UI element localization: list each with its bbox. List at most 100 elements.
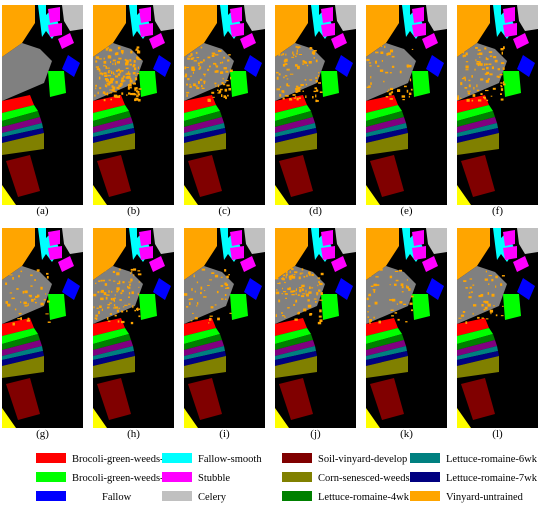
misclassified-pixel [491,278,494,282]
misclassified-pixel [296,46,301,48]
misclassified-pixel [386,90,389,93]
misclassified-pixel [121,320,125,324]
misclassified-pixel [299,289,302,293]
misclassified-pixel [389,72,392,74]
misclassified-pixel [134,87,137,90]
misclassified-pixel [405,321,408,323]
misclassified-pixel [298,54,302,55]
region-corn [2,356,44,378]
misclassified-pixel [117,282,121,285]
misclassified-pixel [97,48,100,50]
misclassified-pixel [406,286,409,289]
misclassified-pixel [500,315,504,317]
panel-label: (a) [36,205,49,217]
misclassified-pixel [184,75,187,78]
region-lettuce-5wk [2,117,42,133]
misclassified-pixel [12,277,14,280]
misclassified-pixel [203,80,206,83]
misclassified-pixel [115,75,119,78]
misclassified-pixel [373,316,375,319]
misclassified-pixel [106,317,109,320]
region-vinyard-vertical [275,185,289,205]
misclassified-pixel [98,311,100,315]
misclassified-pixel [30,274,33,277]
misclassified-pixel [484,300,489,304]
misclassified-pixel [313,57,315,59]
misclassified-pixel [213,53,216,55]
misclassified-pixel [224,88,228,92]
misclassified-pixel [103,292,107,296]
misclassified-pixel [465,269,468,271]
legend-swatch [36,472,66,482]
region-brocoli-1 [93,95,125,113]
misclassified-pixel [479,63,483,66]
misclassified-pixel [315,94,317,98]
region-vinyard-vertical [93,408,107,428]
misclassified-pixel [291,294,295,296]
misclassified-pixel [284,63,288,66]
region-celery [244,228,265,254]
misclassified-pixel [126,94,128,96]
region-lettuce-5wk [184,340,224,356]
misclassified-pixel [104,84,107,87]
legend-item: Corn-senesced-weeds [282,472,410,484]
region-celery [62,5,83,31]
region-lettuce-4wk [93,111,131,127]
misclassified-pixel [121,51,124,55]
misclassified-pixel [400,283,404,286]
misclassified-pixel [293,304,295,306]
misclassified-pixel [104,93,107,95]
misclassified-pixel [133,64,136,67]
panel-label: (d) [309,205,322,217]
misclassified-pixel [124,304,128,306]
misclassified-pixel [47,321,51,323]
misclassified-pixel [94,49,99,52]
misclassified-pixel [24,290,26,293]
misclassified-pixel [192,71,194,74]
misclassified-pixel [189,298,194,300]
misclassified-pixel [220,285,224,287]
region-vinyard-untrained [93,228,126,280]
misclassified-pixel [221,82,224,85]
misclassified-pixel [465,69,469,71]
misclassified-pixel [278,53,281,56]
misclassified-pixel [286,58,288,62]
misclassified-pixel [110,78,114,81]
misclassified-pixel [480,294,484,297]
region-stubble [503,7,529,49]
misclassified-pixel [190,320,193,322]
region-soil-vinyard [279,155,313,197]
misclassified-pixel [209,317,212,321]
misclassified-pixel [111,290,113,293]
misclassified-pixel [103,72,107,74]
misclassified-pixel [137,90,140,94]
region-grapes [2,43,52,101]
region-soil-vinyard [6,155,40,197]
misclassified-pixel [319,91,323,93]
misclassified-pixel [113,280,116,282]
misclassified-pixel [469,286,472,289]
misclassified-pixel [502,67,505,70]
misclassified-pixel [27,317,30,321]
region-lettuce-6wk [184,123,225,137]
misclassified-pixel [476,62,480,65]
misclassified-pixel [315,301,317,303]
region-brocoli-1 [366,318,398,336]
region-lettuce-6wk [275,123,316,137]
misclassified-pixel [217,317,220,321]
misclassified-pixel [381,45,383,47]
region-lettuce-6wk [93,123,134,137]
misclassified-pixel [115,80,118,84]
misclassified-pixel [97,291,100,294]
misclassified-pixel [478,295,482,298]
misclassified-pixel [471,99,474,102]
misclassified-pixel [286,78,289,80]
misclassified-pixel [468,296,472,299]
misclassified-pixel [492,87,496,90]
misclassified-pixel [368,294,372,297]
region-brocoli-1 [2,318,34,336]
legend-item: Vinyard-untrained [410,491,524,503]
region-vinyard-untrained [2,5,35,57]
misclassified-pixel [285,270,288,274]
misclassified-pixel [45,293,47,295]
